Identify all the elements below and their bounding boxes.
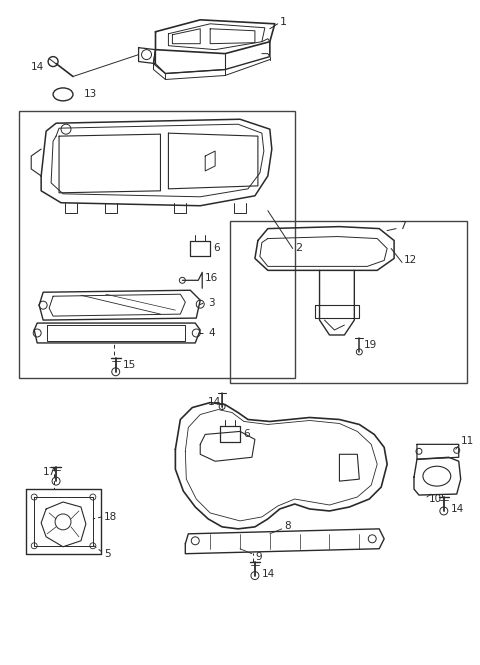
Text: 6: 6 <box>213 243 220 253</box>
Text: 13: 13 <box>84 89 97 99</box>
Bar <box>230 221 467 383</box>
Text: 15: 15 <box>123 360 136 370</box>
Text: 9: 9 <box>255 552 262 562</box>
Text: 16: 16 <box>205 273 218 283</box>
Bar <box>19 111 295 378</box>
Text: 12: 12 <box>404 255 417 265</box>
Text: 11: 11 <box>461 436 474 446</box>
Text: 14: 14 <box>451 504 464 514</box>
Text: 4: 4 <box>208 328 215 338</box>
Text: 18: 18 <box>104 512 117 522</box>
Text: 14: 14 <box>262 569 275 579</box>
Text: 14: 14 <box>208 396 221 406</box>
Text: 14: 14 <box>31 62 45 72</box>
Text: 8: 8 <box>285 521 291 531</box>
Text: 6: 6 <box>243 430 250 440</box>
Text: 3: 3 <box>208 298 215 308</box>
Text: 1: 1 <box>280 17 287 27</box>
Text: 2: 2 <box>295 243 302 253</box>
Text: 17: 17 <box>43 467 56 477</box>
Text: 5: 5 <box>104 549 110 559</box>
Text: 10: 10 <box>429 494 442 504</box>
Text: 19: 19 <box>364 340 378 350</box>
Text: 7: 7 <box>399 221 406 231</box>
